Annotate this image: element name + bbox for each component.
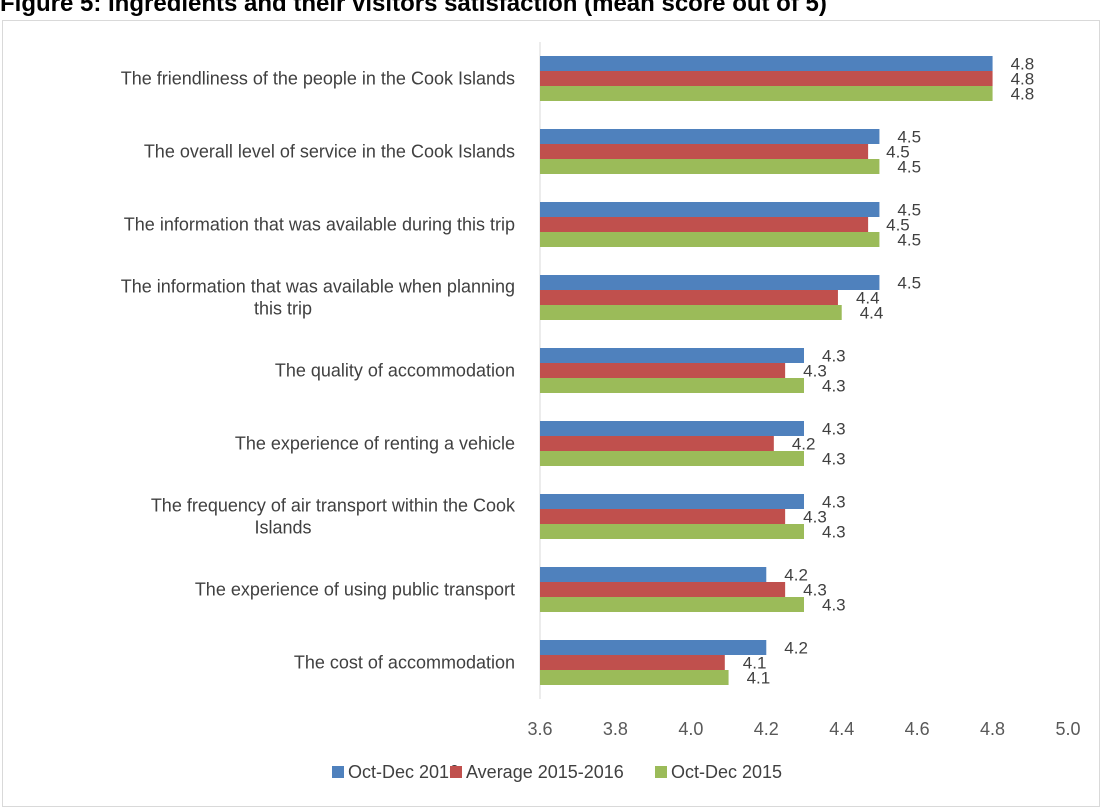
category-label: The cost of accommodation bbox=[294, 653, 515, 673]
data-label: 4.3 bbox=[822, 450, 846, 469]
bar bbox=[540, 421, 804, 436]
bar bbox=[540, 509, 786, 524]
x-tick-label: 5.0 bbox=[1055, 719, 1080, 739]
bar bbox=[540, 363, 786, 378]
bar bbox=[540, 597, 804, 612]
bar bbox=[540, 436, 774, 451]
x-tick-label: 4.6 bbox=[905, 719, 930, 739]
bar bbox=[540, 159, 880, 174]
data-label: 4.5 bbox=[886, 216, 910, 235]
bar bbox=[540, 582, 786, 597]
bar bbox=[540, 86, 993, 101]
category-label: this trip bbox=[254, 299, 312, 319]
bar bbox=[540, 378, 804, 393]
bar bbox=[540, 640, 767, 655]
bar bbox=[540, 670, 729, 685]
data-label: 4.5 bbox=[897, 201, 921, 220]
data-label: 4.5 bbox=[897, 274, 921, 293]
bar bbox=[540, 494, 804, 509]
data-label: 4.3 bbox=[803, 362, 827, 381]
category-label: Islands bbox=[254, 518, 311, 538]
data-label: 4.3 bbox=[822, 347, 846, 366]
x-tick-label: 3.8 bbox=[603, 719, 628, 739]
bar bbox=[540, 232, 880, 247]
x-tick-label: 4.4 bbox=[829, 719, 854, 739]
bar bbox=[540, 524, 804, 539]
data-label: 4.4 bbox=[860, 304, 884, 323]
legend-swatch bbox=[655, 766, 667, 778]
x-tick-label: 4.8 bbox=[980, 719, 1005, 739]
bar bbox=[540, 348, 804, 363]
data-label: 4.5 bbox=[897, 128, 921, 147]
bar bbox=[540, 129, 880, 144]
bar bbox=[540, 290, 838, 305]
category-label: The information that was available when … bbox=[121, 277, 515, 297]
x-tick-label: 4.0 bbox=[678, 719, 703, 739]
category-label: The quality of accommodation bbox=[275, 361, 515, 381]
category-label: The experience of using public transport bbox=[195, 580, 515, 600]
data-label: 4.3 bbox=[822, 377, 846, 396]
bar bbox=[540, 305, 842, 320]
data-label: 4.2 bbox=[792, 435, 816, 454]
data-label: 4.1 bbox=[743, 654, 767, 673]
category-label: The information that was available durin… bbox=[124, 215, 515, 235]
data-label: 4.5 bbox=[897, 158, 921, 177]
data-label: 4.2 bbox=[784, 566, 808, 585]
category-label: The overall level of service in the Cook… bbox=[144, 142, 515, 162]
data-label: 4.8 bbox=[1011, 70, 1035, 89]
bar bbox=[540, 655, 725, 670]
data-label: 4.3 bbox=[822, 420, 846, 439]
bar bbox=[540, 451, 804, 466]
data-label: 4.5 bbox=[886, 143, 910, 162]
data-label: 4.4 bbox=[856, 289, 880, 308]
bar bbox=[540, 567, 767, 582]
bar bbox=[540, 71, 993, 86]
category-label: The frequency of air transport within th… bbox=[151, 496, 516, 516]
figure-title: Figure 5: Ingredients and their visitors… bbox=[0, 0, 827, 17]
data-label: 4.3 bbox=[822, 493, 846, 512]
x-tick-label: 3.6 bbox=[527, 719, 552, 739]
bar bbox=[540, 217, 869, 232]
legend-label: Oct-Dec 2015 bbox=[671, 762, 782, 782]
data-label: 4.1 bbox=[747, 669, 771, 688]
chart-frame bbox=[2, 20, 1100, 807]
bar bbox=[540, 56, 993, 71]
bar bbox=[540, 144, 869, 159]
legend-label: Oct-Dec 2016 bbox=[348, 762, 459, 782]
data-label: 4.3 bbox=[803, 508, 827, 527]
bar bbox=[540, 202, 880, 217]
x-tick-label: 4.2 bbox=[754, 719, 779, 739]
data-label: 4.5 bbox=[897, 231, 921, 250]
data-label: 4.3 bbox=[822, 596, 846, 615]
data-label: 4.2 bbox=[784, 639, 808, 658]
legend-swatch bbox=[450, 766, 462, 778]
category-label: The friendliness of the people in the Co… bbox=[121, 69, 515, 89]
legend-label: Average 2015-2016 bbox=[466, 762, 624, 782]
legend-swatch bbox=[332, 766, 344, 778]
data-label: 4.8 bbox=[1011, 85, 1035, 104]
category-label: The experience of renting a vehicle bbox=[235, 434, 515, 454]
data-label: 4.3 bbox=[822, 523, 846, 542]
bar bbox=[540, 275, 880, 290]
data-label: 4.3 bbox=[803, 581, 827, 600]
data-label: 4.8 bbox=[1011, 55, 1035, 74]
